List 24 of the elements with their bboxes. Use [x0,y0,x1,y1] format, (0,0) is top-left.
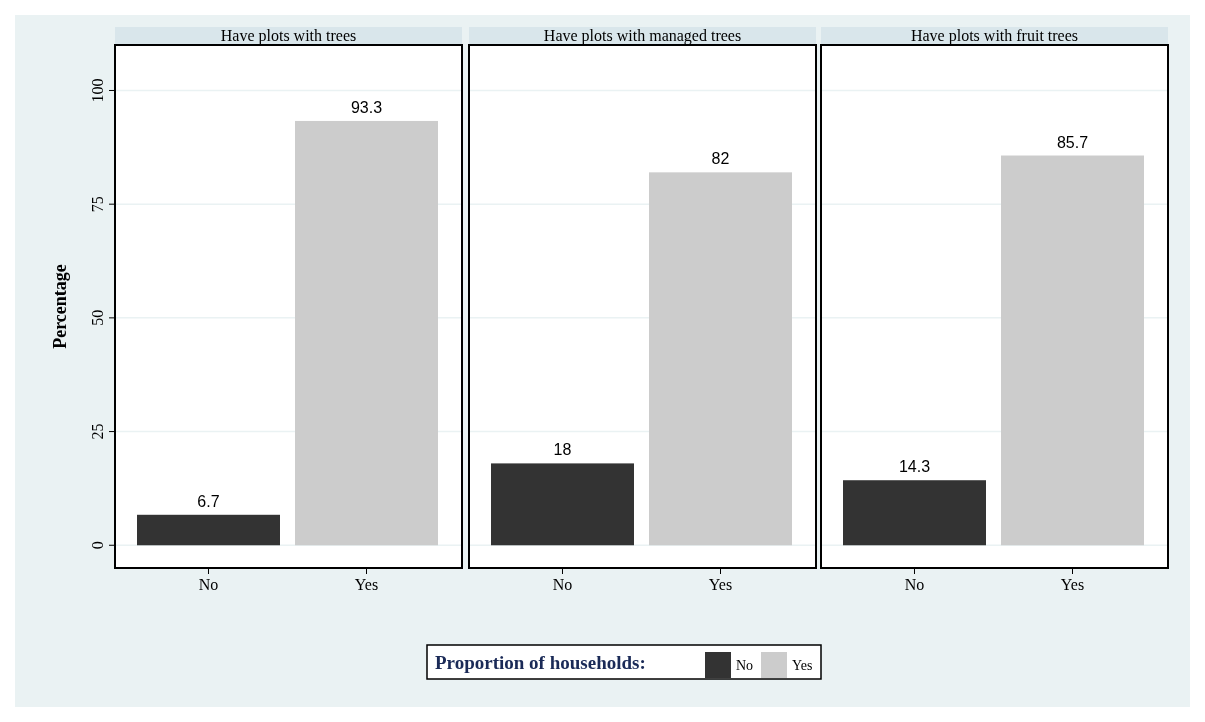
x-tick-label: Yes [1060,576,1085,593]
y-tick-label: 100 [89,78,106,103]
x-tick-label: Yes [708,576,733,593]
data-label: 18 [553,441,572,459]
data-label: 82 [711,150,730,168]
y-tick-label: 25 [89,423,106,440]
chart-title: Have plots with managed trees [543,27,742,45]
x-tick-label: No [552,576,573,593]
x-tick-label: No [198,576,219,593]
data-label: 6.7 [197,492,220,510]
data-label: 14.3 [898,458,931,476]
x-tick-label: No [904,576,925,593]
data-label: 93.3 [350,98,383,116]
data-label: 85.7 [1056,133,1089,151]
chart-title: Have plots with fruit trees [910,27,1079,45]
chart-title: Have plots with trees [220,27,357,45]
legend-label: Yes [792,658,813,673]
legend-label: No [736,658,754,673]
y-tick-label: 0 [89,541,106,550]
y-tick-label: 50 [89,309,106,326]
y-tick-label: 75 [89,196,106,213]
legend-title: Proportion of households: [435,652,646,673]
x-tick-label: Yes [354,576,379,593]
y-axis-title: Percentage [50,264,70,349]
